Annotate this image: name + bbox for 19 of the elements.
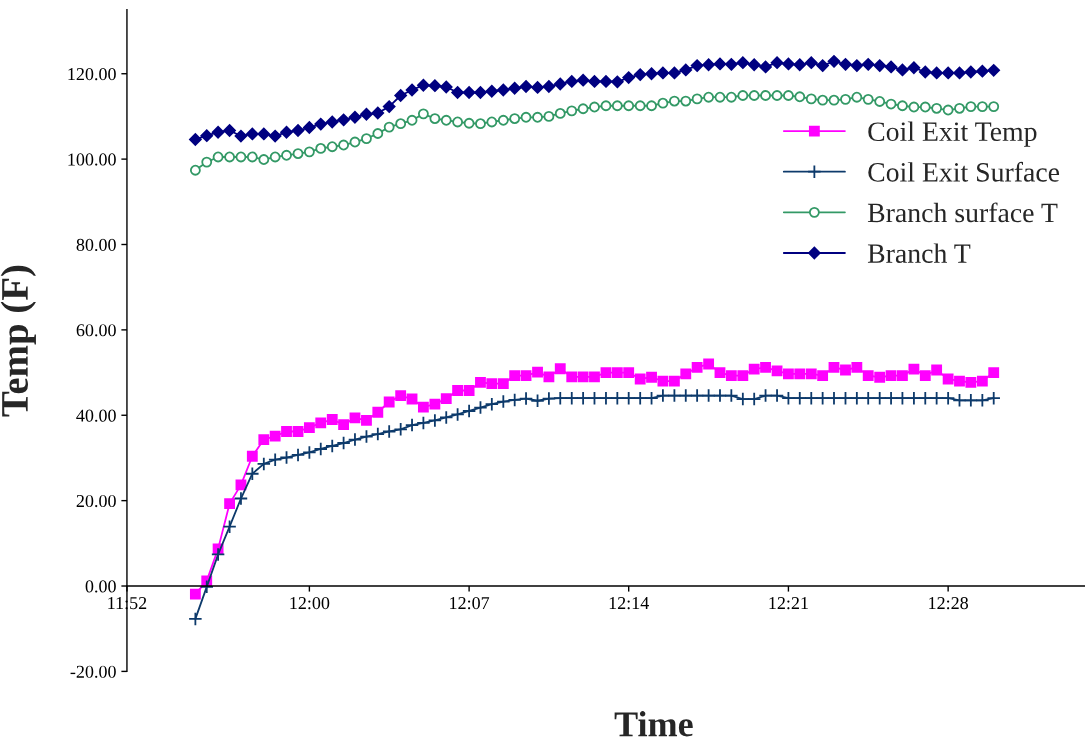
x-tick-label: 12:07: [450, 596, 490, 610]
x-axis-title: Time: [614, 711, 693, 737]
y-tick-label: 100.00: [68, 153, 116, 166]
legend-label: Coil Exit Surface: [868, 161, 1060, 182]
y-axis-title: Temp (F): [0, 265, 36, 417]
y-tick-label: 120.00: [68, 67, 116, 81]
y-tick-label: 80.00: [76, 238, 116, 252]
legend-label: Coil Exit Temp: [868, 121, 1037, 147]
y-tick-label: 40.00: [76, 409, 116, 422]
x-tick-label: 12:21: [769, 597, 808, 610]
y-tick-label: 0.00: [85, 580, 116, 593]
x-tick-label: 12:00: [290, 596, 330, 610]
x-tick-label: 12:28: [929, 596, 969, 610]
legend-label: Branch surface T: [867, 202, 1058, 223]
legend-label: Branch T: [867, 243, 971, 263]
y-tick-label: 60.00: [76, 324, 116, 337]
x-tick-label: 12:14: [609, 597, 649, 610]
y-tick-label: -20.00: [70, 665, 116, 678]
y-tick-label: 20.00: [76, 494, 116, 508]
